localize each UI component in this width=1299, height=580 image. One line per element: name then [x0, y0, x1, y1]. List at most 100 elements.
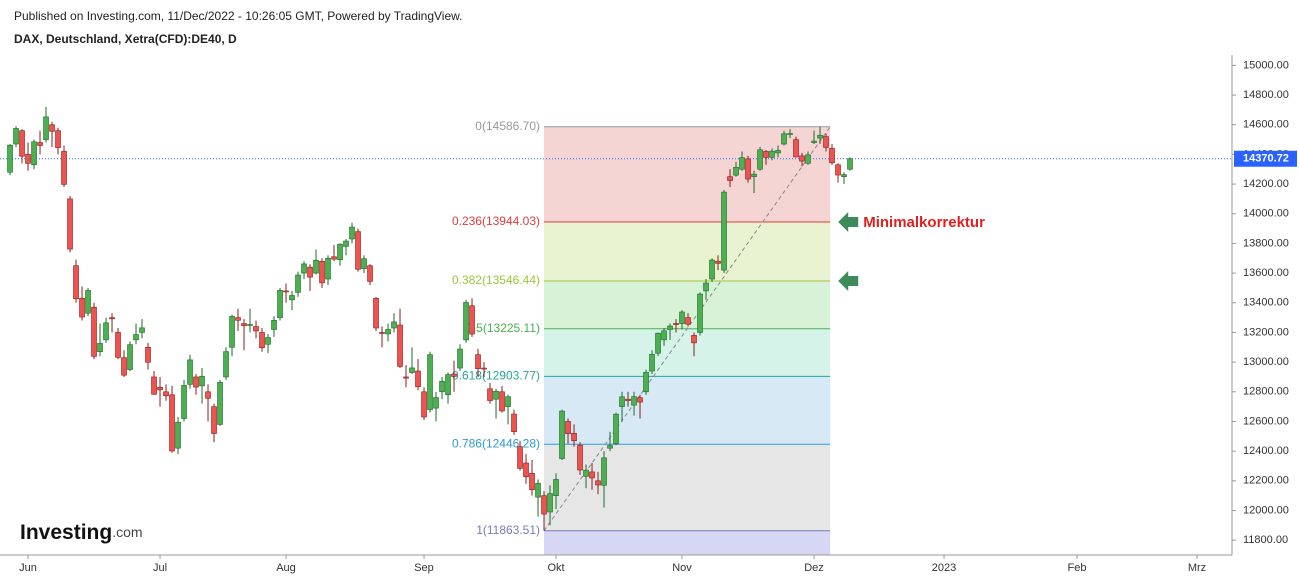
candle-body: [385, 329, 391, 335]
candle-body: [823, 136, 829, 148]
candle-body: [187, 359, 193, 385]
fib-level-label: 0.236(13944.03): [452, 214, 540, 228]
candle-body: [691, 335, 697, 344]
candle-body: [481, 367, 487, 370]
candle-body: [529, 473, 535, 491]
x-tick-label: Mrz: [1188, 562, 1206, 574]
candle-body: [703, 282, 709, 292]
candle-body: [313, 259, 319, 274]
candle-body: [289, 295, 295, 301]
published-note: Published on Investing.com, 11/Dec/2022 …: [14, 9, 462, 23]
candle-body: [43, 116, 49, 140]
candle-body: [13, 128, 19, 145]
candle-body: [241, 323, 247, 326]
fib-level-label: 0.618(12903.77): [452, 369, 540, 383]
x-tick-label: 2023: [932, 562, 956, 574]
candle-body: [589, 471, 595, 479]
y-tick-label: 14200.00: [1243, 178, 1289, 190]
candle-body: [817, 134, 823, 139]
y-tick-label: 12200.00: [1243, 475, 1289, 487]
candle-body: [433, 397, 439, 409]
fib-level-label: 0.5(13225.11): [466, 321, 540, 335]
candle-body: [217, 381, 223, 425]
candle-body: [793, 139, 799, 158]
candle-body: [97, 343, 103, 353]
x-tick-label: Feb: [1068, 562, 1087, 574]
candle-body: [565, 421, 571, 435]
candle-body: [367, 265, 373, 282]
candle-body: [253, 326, 259, 332]
candle-body: [301, 263, 307, 274]
candle-body: [229, 316, 235, 348]
y-tick-label: 15000.00: [1243, 59, 1289, 71]
y-tick-label: 13000.00: [1243, 356, 1289, 368]
fib-level-label: 0(14586.70): [475, 119, 540, 133]
candle-body: [439, 380, 445, 393]
candle-body: [271, 319, 277, 330]
candle-body: [349, 226, 355, 240]
candle-body: [745, 158, 751, 180]
x-tick-label: Okt: [547, 562, 564, 574]
candle-body: [847, 158, 853, 170]
candle-body: [601, 457, 607, 486]
plot-area: 0(14586.70) 0.236(13944.03) 0.382(13546.44…: [0, 106, 1232, 555]
candle-body: [595, 480, 601, 486]
candle-body: [805, 154, 811, 164]
candle-body: [67, 198, 73, 250]
candle-body: [637, 397, 643, 403]
candle-body: [307, 266, 313, 278]
y-tick-label: 13400.00: [1243, 297, 1289, 309]
candle-body: [445, 374, 451, 396]
candle-body: [319, 260, 325, 284]
fib-trend-line: [543, 126, 831, 532]
x-tick-label: Dez: [804, 562, 824, 574]
fib-band: [544, 222, 831, 282]
candle-body: [73, 265, 79, 300]
fib-band: [544, 444, 831, 531]
candle-body: [739, 157, 745, 170]
candle-body: [127, 344, 133, 370]
candle-body: [643, 372, 649, 393]
candle-body: [25, 154, 31, 164]
candle-body: [169, 394, 175, 452]
candle-body: [469, 305, 475, 335]
candle-body: [517, 446, 523, 469]
candle-body: [181, 385, 187, 419]
candle-body: [505, 396, 511, 407]
candle-body: [685, 317, 691, 325]
watermark: Investing.com: [20, 521, 143, 544]
candle-body: [415, 370, 421, 388]
candle-body: [343, 240, 349, 247]
candle-body: [409, 367, 415, 373]
x-tick-label: Sep: [414, 562, 434, 574]
candle-body: [265, 337, 271, 345]
candle-body: [547, 493, 553, 513]
y-tick-label: 12400.00: [1243, 445, 1289, 457]
y-tick-label: 12000.00: [1243, 504, 1289, 516]
candle-body: [775, 150, 781, 154]
candle-body: [811, 140, 817, 143]
candle-body: [85, 290, 91, 314]
candle-body: [763, 151, 769, 158]
candle-body: [103, 322, 109, 341]
candle-body: [625, 398, 631, 401]
y-tick-label: 11800.00: [1243, 534, 1288, 546]
y-tick-label: 12600.00: [1243, 415, 1289, 427]
candle-body: [337, 243, 343, 261]
candle-body: [679, 311, 685, 324]
candle-body: [619, 396, 625, 407]
candle-body: [631, 396, 637, 406]
candle-body: [133, 334, 139, 341]
annotation-arrow: [838, 271, 859, 292]
candle-body: [571, 433, 577, 442]
candle-body: [61, 151, 67, 185]
watermark-brand: Investing: [20, 521, 112, 544]
candle-body: [205, 391, 211, 399]
annotation-arrow: [838, 212, 859, 233]
candle-body: [247, 324, 253, 326]
candle-body: [19, 130, 25, 157]
fib-band-below: [544, 530, 831, 555]
candle-body: [649, 354, 655, 372]
y-tick-label: 12800.00: [1243, 386, 1289, 398]
